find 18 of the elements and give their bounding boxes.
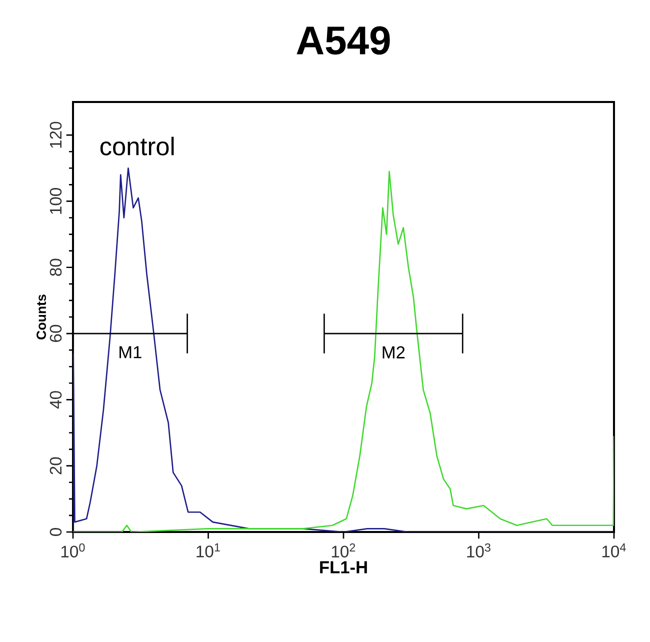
x-tick-label: 10$^{0}$ [61,543,85,558]
annotation: control [100,136,174,156]
y-axis-title: Counts [36,294,46,340]
y-tick-label: 0 [50,528,62,536]
y-tick-label: 40 [50,391,62,409]
y-tick-label: 80 [50,258,62,276]
x-tick-label: 10$^{3}$ [467,543,490,558]
x-axis-title: FL1-H [320,561,367,574]
series-label: M2 [382,346,405,358]
x-tick-label: 10$^{1}$ [196,543,220,558]
series-label: M1 [120,346,142,358]
y-tick-label: 100 [50,188,62,214]
y-tick-label: 20 [50,457,62,474]
chart-title: A549 [296,26,390,55]
y-tick-label: 120 [50,122,62,148]
x-tick-label: 10$^{2}$ [332,543,356,558]
x-tick-label: 10$^{4}$ [602,543,626,558]
y-tick-label: 60 [50,324,62,342]
